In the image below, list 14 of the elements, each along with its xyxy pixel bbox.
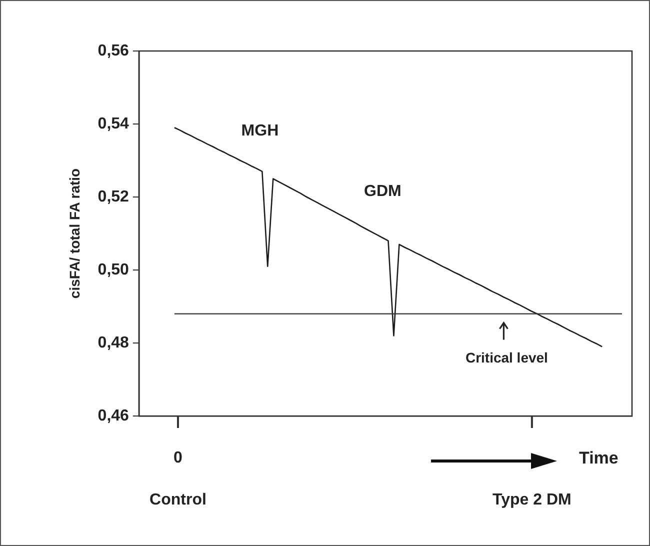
y-tick-label: 0,52	[98, 188, 130, 206]
text: Type 2 DM	[492, 491, 572, 508]
y-tick-label: 0,54	[98, 115, 130, 132]
y-tick-label: 0,46	[98, 407, 130, 424]
ref-line-label: Critical level	[465, 350, 548, 366]
text: Control	[150, 491, 206, 508]
annotation: GDM	[364, 182, 402, 200]
y-tick-label: 0,50	[98, 261, 130, 278]
text: 0	[174, 449, 183, 466]
y-axis-title: cisFA/ total FA ratio	[66, 168, 82, 299]
x-axis-title: Time	[579, 448, 618, 468]
y-tick-label: 0,48	[98, 334, 130, 352]
annotation: MGH	[241, 122, 279, 140]
y-tick-label: 0,56	[98, 42, 130, 60]
